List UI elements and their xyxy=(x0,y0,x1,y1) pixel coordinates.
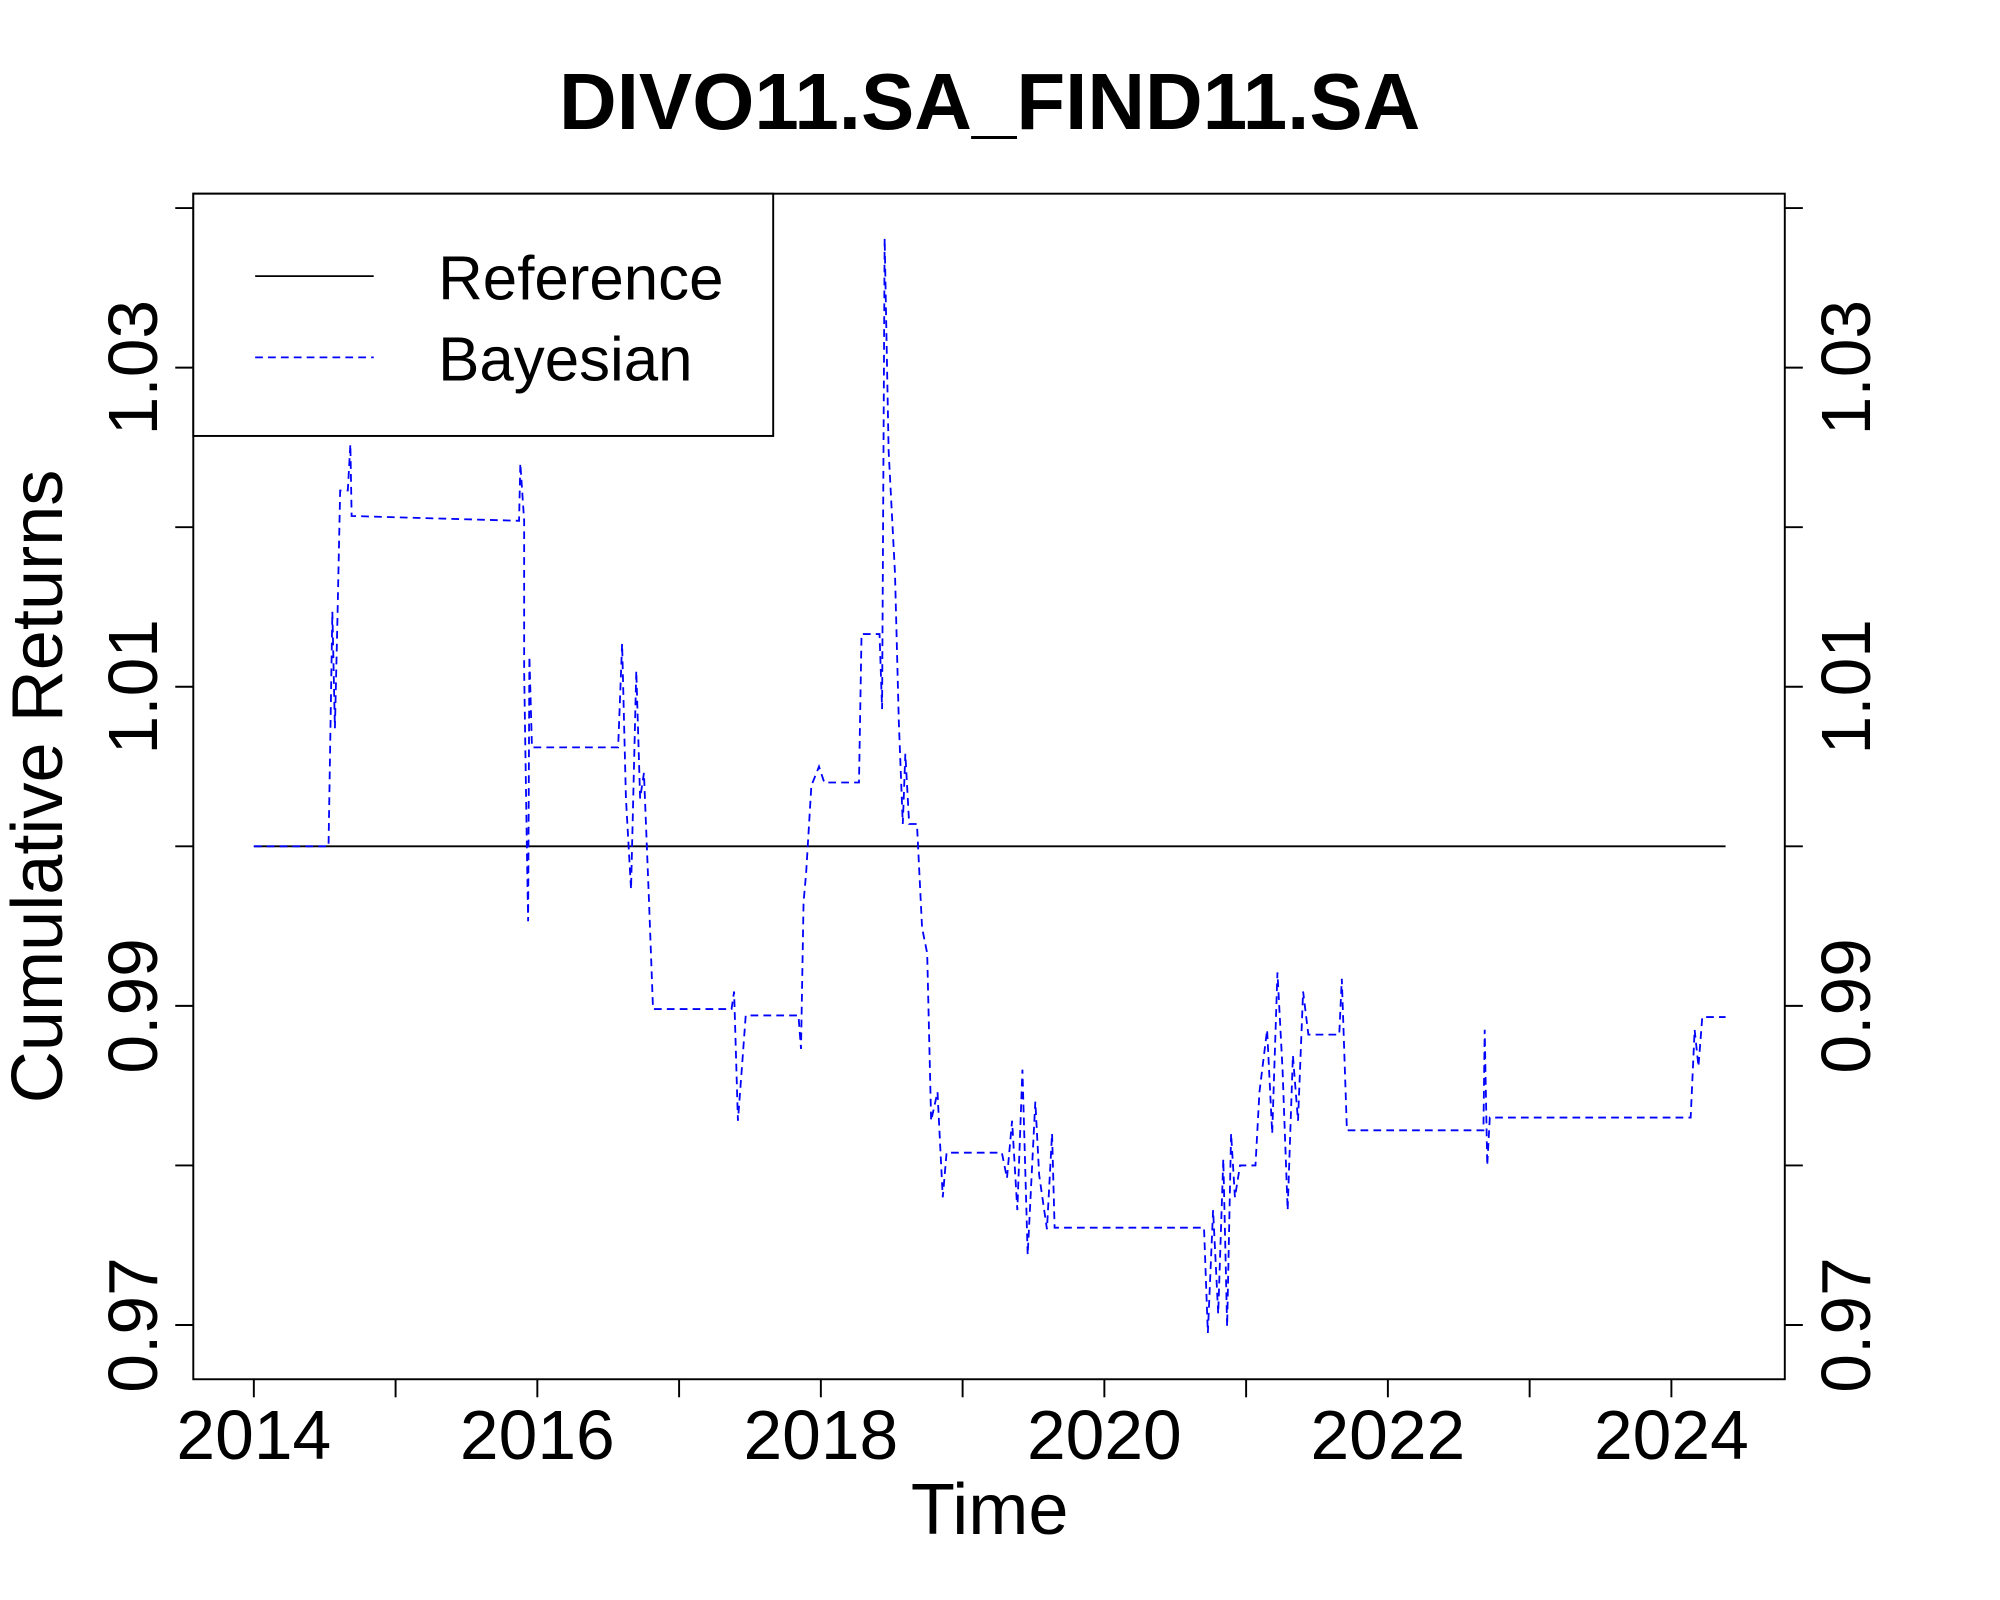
legend-box xyxy=(192,192,775,437)
y-tick-label-right: 1.01 xyxy=(1807,619,1885,754)
y-tick-label-right: 0.99 xyxy=(1807,938,1885,1073)
legend-label: Reference xyxy=(438,244,723,313)
chart-title: DIVO11.SA_FIND11.SA xyxy=(559,57,1420,146)
x-tick-label: 2014 xyxy=(176,1396,331,1474)
plot-frame xyxy=(192,192,1786,1381)
y-tick-label-right: 1.03 xyxy=(1807,300,1885,435)
y-tick-label: 0.97 xyxy=(94,1257,172,1392)
legend-label: Bayesian xyxy=(438,326,692,395)
x-tick-label: 2022 xyxy=(1310,1396,1465,1474)
x-tick-label: 2024 xyxy=(1594,1396,1749,1474)
series-line xyxy=(253,238,1726,1334)
y-tick-label: 1.03 xyxy=(94,300,172,435)
x-tick-label: 2018 xyxy=(743,1396,898,1474)
y-tick-label: 0.99 xyxy=(94,938,172,1073)
y-tick-label-right: 0.97 xyxy=(1807,1257,1885,1392)
x-tick-label: 2016 xyxy=(460,1396,615,1474)
x-axis-label: Time xyxy=(911,1470,1069,1550)
y-axis-label: Cumulative Returns xyxy=(0,470,78,1104)
x-tick-label: 2020 xyxy=(1027,1396,1182,1474)
y-tick-label: 1.01 xyxy=(94,619,172,754)
